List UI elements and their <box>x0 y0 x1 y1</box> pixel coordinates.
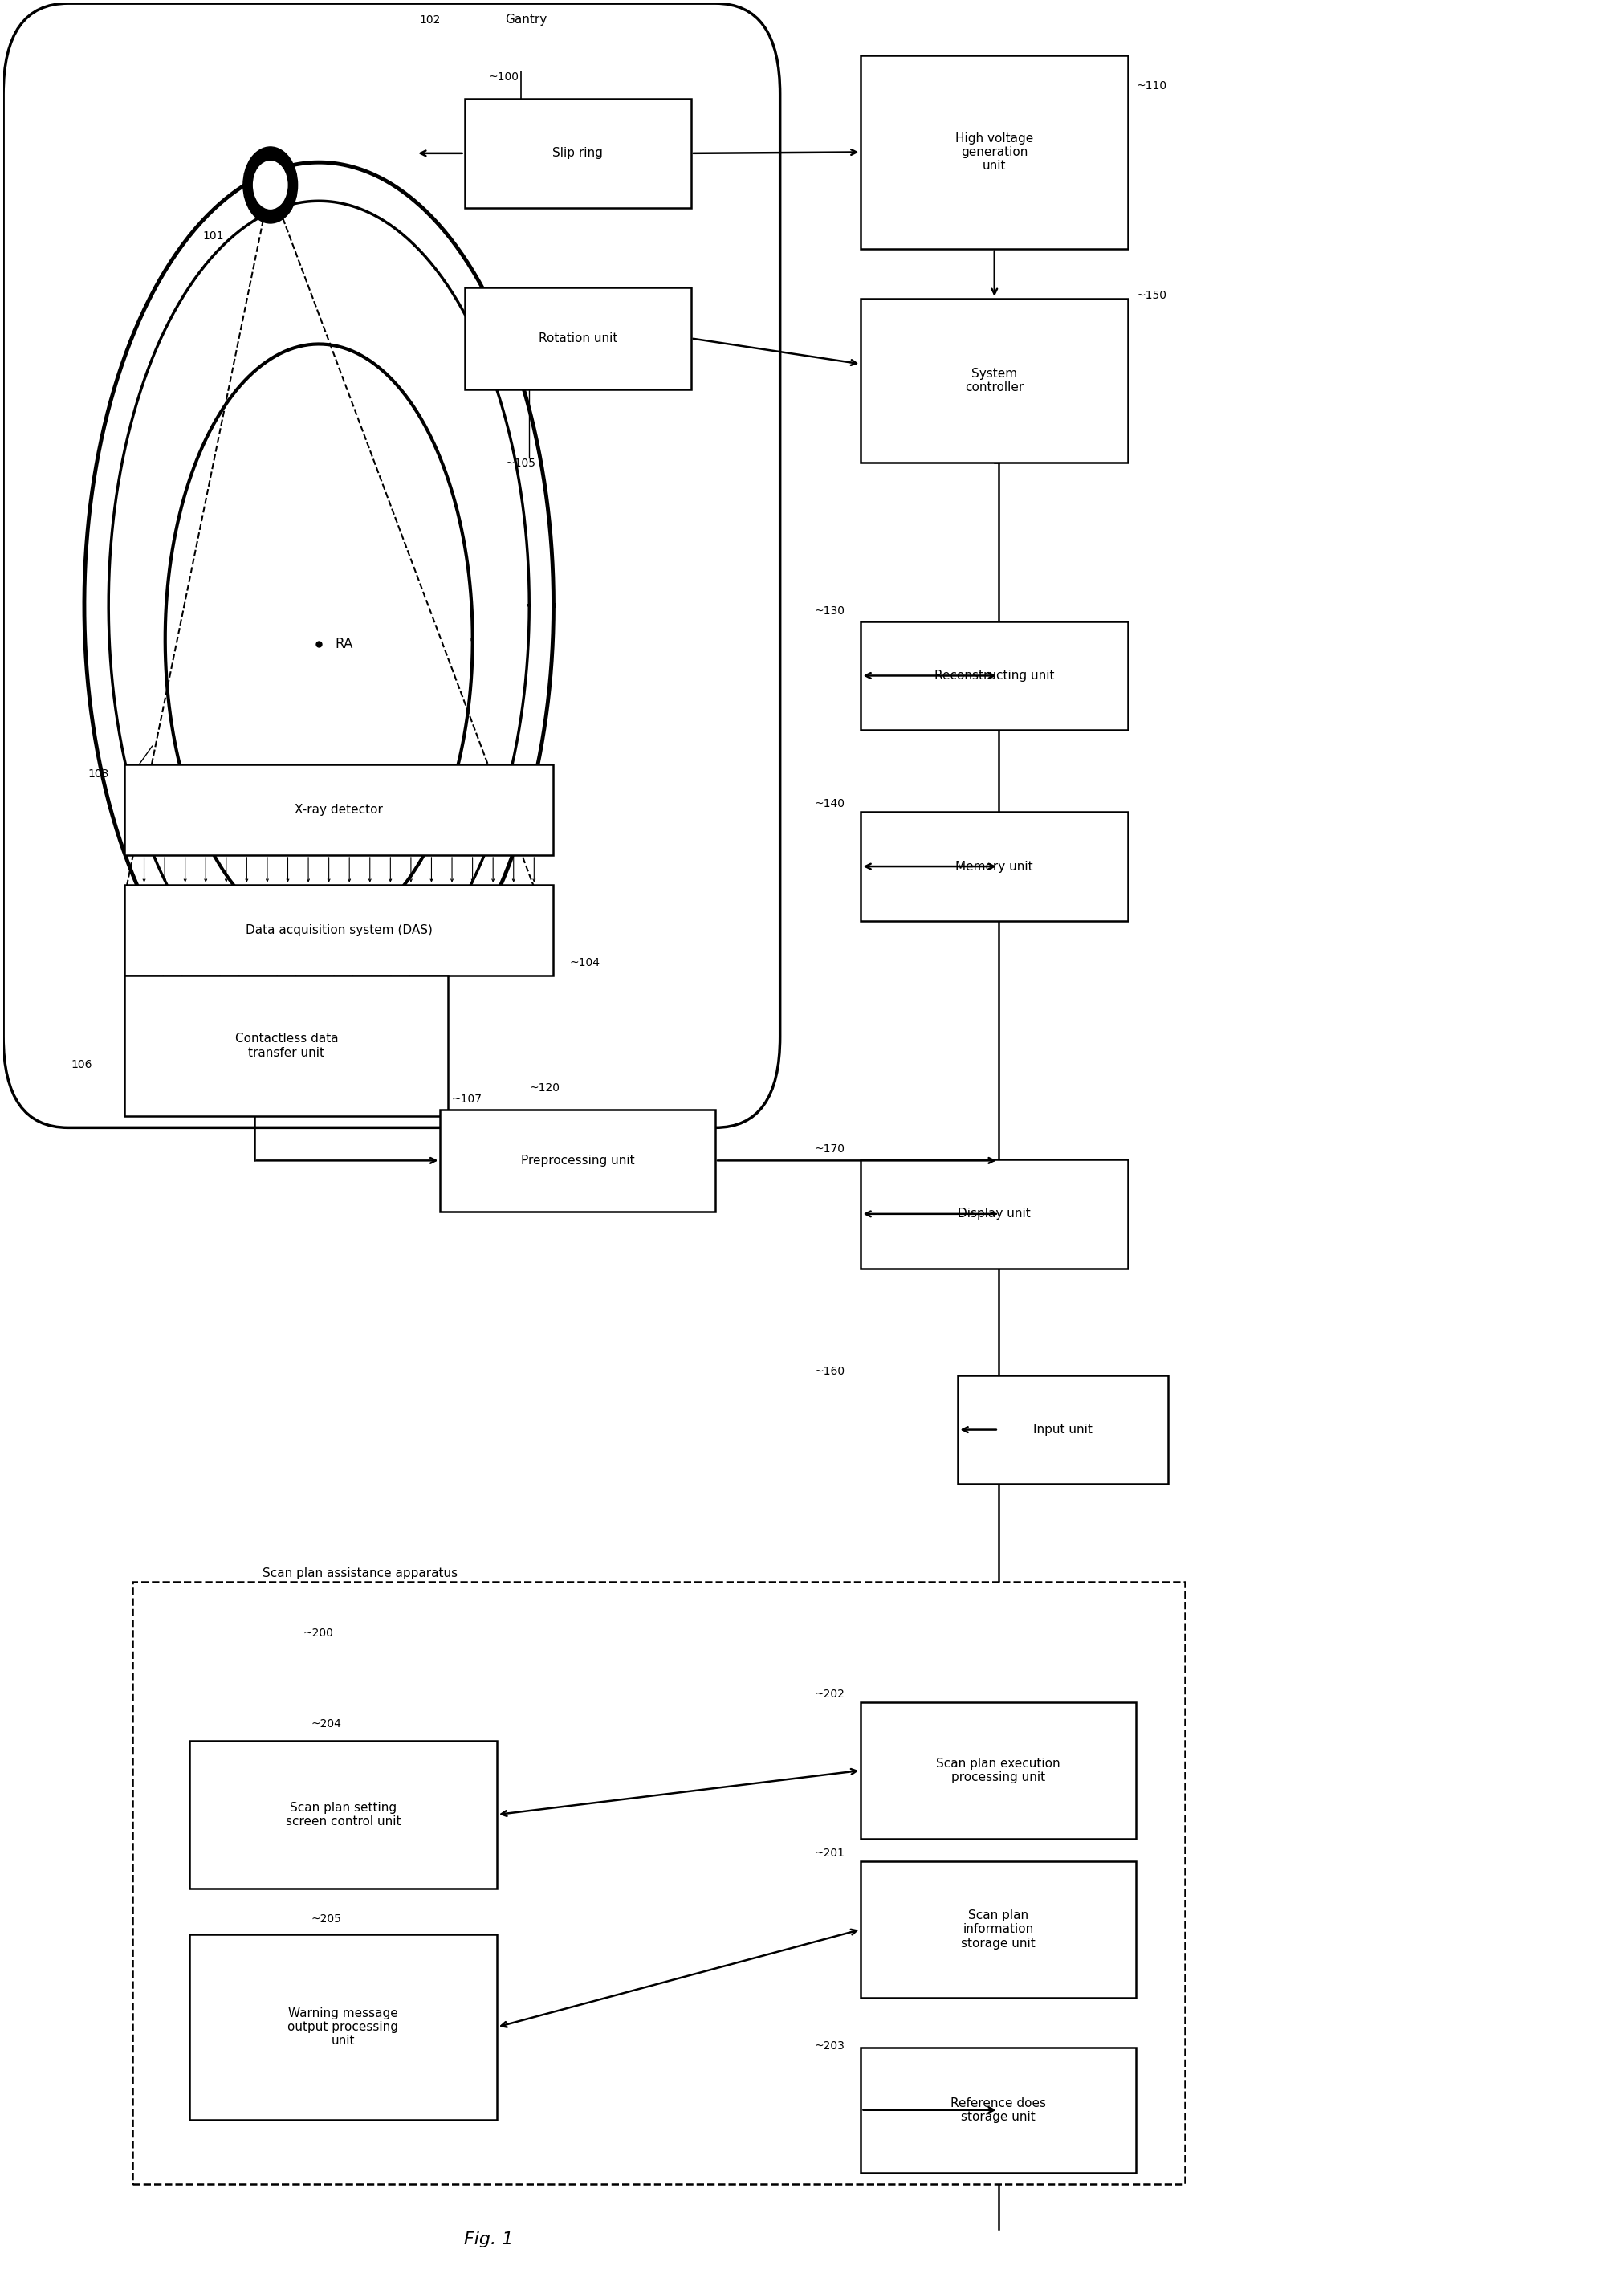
Text: Warning message
output processing
unit: Warning message output processing unit <box>287 2007 398 2048</box>
FancyBboxPatch shape <box>3 2 780 1128</box>
Text: ~105: ~105 <box>505 458 536 469</box>
FancyBboxPatch shape <box>861 811 1127 920</box>
Text: Scan plan assistance apparatus: Scan plan assistance apparatus <box>261 1567 458 1579</box>
FancyBboxPatch shape <box>440 1109 715 1212</box>
FancyBboxPatch shape <box>958 1376 1168 1485</box>
FancyBboxPatch shape <box>464 287 690 390</box>
Text: Contactless data
transfer unit: Contactless data transfer unit <box>235 1032 338 1059</box>
Text: RA: RA <box>335 636 352 652</box>
Text: System
controller: System controller <box>965 367 1023 394</box>
Circle shape <box>253 162 287 210</box>
Text: Scan plan execution
processing unit: Scan plan execution processing unit <box>935 1756 1060 1784</box>
FancyBboxPatch shape <box>861 1702 1135 1838</box>
FancyBboxPatch shape <box>861 298 1127 462</box>
Text: Rotation unit: Rotation unit <box>538 333 617 344</box>
Text: ~202: ~202 <box>814 1688 844 1699</box>
Text: ~100: ~100 <box>489 71 520 82</box>
Text: 101: 101 <box>203 230 224 241</box>
Text: Input unit: Input unit <box>1033 1424 1093 1435</box>
Text: Scan plan
information
storage unit: Scan plan information storage unit <box>961 1909 1034 1950</box>
FancyBboxPatch shape <box>190 1934 497 2121</box>
Text: ~170: ~170 <box>814 1144 844 1155</box>
Text: Memory unit: Memory unit <box>955 861 1033 872</box>
Text: ~160: ~160 <box>814 1367 844 1378</box>
Circle shape <box>244 146 297 223</box>
Text: ~205: ~205 <box>310 1914 341 1925</box>
FancyBboxPatch shape <box>125 763 554 854</box>
FancyBboxPatch shape <box>190 1740 497 1888</box>
Text: Reference does
storage unit: Reference does storage unit <box>950 2098 1046 2123</box>
Text: High voltage
generation
unit: High voltage generation unit <box>955 132 1033 173</box>
FancyBboxPatch shape <box>861 55 1127 248</box>
Text: Scan plan setting
screen control unit: Scan plan setting screen control unit <box>286 1802 401 1827</box>
FancyBboxPatch shape <box>861 2048 1135 2173</box>
Text: Preprocessing unit: Preprocessing unit <box>521 1155 635 1166</box>
FancyBboxPatch shape <box>125 975 448 1116</box>
Text: ~200: ~200 <box>302 1626 333 1638</box>
Text: ~150: ~150 <box>1135 289 1166 301</box>
FancyBboxPatch shape <box>125 884 554 975</box>
Text: ~201: ~201 <box>814 1847 844 1859</box>
FancyBboxPatch shape <box>861 1160 1127 1269</box>
Text: ~204: ~204 <box>310 1718 341 1729</box>
FancyBboxPatch shape <box>133 1581 1184 2185</box>
Text: Data acquisition system (DAS): Data acquisition system (DAS) <box>245 925 432 936</box>
Text: Fig. 1: Fig. 1 <box>464 2232 513 2248</box>
Text: 102: 102 <box>419 16 440 25</box>
Text: ~107: ~107 <box>451 1093 482 1105</box>
Text: X-ray detector: X-ray detector <box>296 804 383 816</box>
Text: 106: 106 <box>71 1059 93 1071</box>
Text: ~104: ~104 <box>570 957 599 968</box>
Text: ~203: ~203 <box>814 2041 844 2052</box>
Text: Gantry: Gantry <box>505 14 547 25</box>
Text: ~110: ~110 <box>1135 80 1166 91</box>
Text: Display unit: Display unit <box>958 1207 1030 1221</box>
Text: Reconstructing unit: Reconstructing unit <box>934 670 1054 681</box>
Text: ~130: ~130 <box>814 606 844 617</box>
FancyBboxPatch shape <box>464 98 690 207</box>
FancyBboxPatch shape <box>861 1861 1135 1998</box>
Text: ~140: ~140 <box>814 797 844 809</box>
Text: ~120: ~120 <box>529 1082 559 1093</box>
FancyBboxPatch shape <box>861 622 1127 731</box>
Text: 103: 103 <box>88 768 109 779</box>
Text: Slip ring: Slip ring <box>552 148 603 159</box>
